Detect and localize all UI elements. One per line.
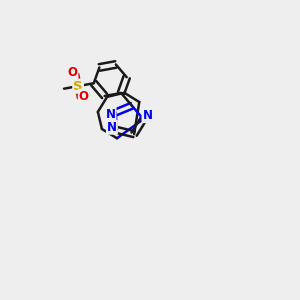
Text: O: O: [68, 66, 77, 79]
Text: N: N: [142, 109, 152, 122]
Text: N: N: [107, 121, 117, 134]
Text: N: N: [106, 108, 116, 121]
Text: S: S: [73, 80, 83, 93]
Text: O: O: [79, 90, 89, 103]
